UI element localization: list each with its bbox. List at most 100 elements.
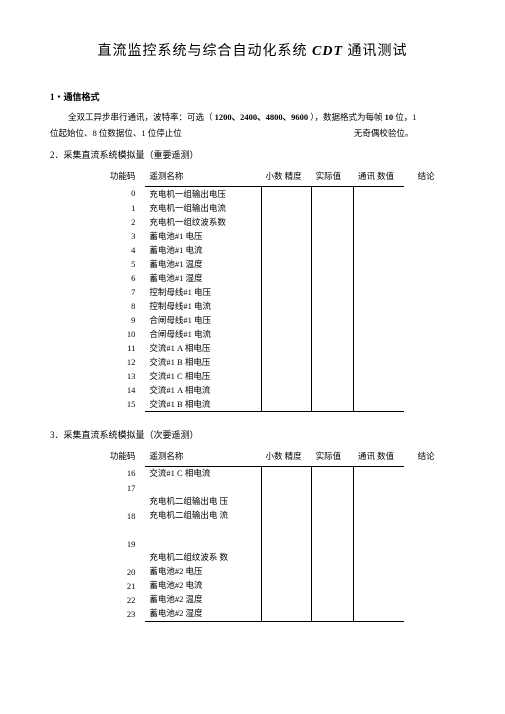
cell-comm <box>354 593 404 607</box>
cell-real <box>312 523 354 537</box>
cell-code: 0 <box>100 186 145 201</box>
table-row: 16交流#1 C 相电流 <box>100 466 455 481</box>
cell-conc <box>404 383 455 397</box>
para2b: 无奇偶校验位。 <box>354 128 414 138</box>
para1b: 1200、2400、4800、9600 <box>215 112 309 122</box>
cell-code: 19 <box>100 537 145 551</box>
cell-prec <box>261 257 311 271</box>
cell-real <box>312 397 354 412</box>
th-code: 功能码 <box>100 449 145 467</box>
table-row: 22蓄电池#2 温度 <box>100 593 455 607</box>
cell-code: 12 <box>100 355 145 369</box>
cell-prec <box>261 201 311 215</box>
cell-comm <box>354 383 404 397</box>
cell-code: 9 <box>100 313 145 327</box>
section-1-header: 1・通信格式 <box>50 90 455 103</box>
cell-conc <box>404 607 455 622</box>
th-comm: 通讯 数值 <box>354 169 404 187</box>
title-cdt: CDT <box>312 44 343 59</box>
cell-conc <box>404 593 455 607</box>
cell-comm <box>354 579 404 593</box>
cell-prec <box>261 313 311 327</box>
cell-prec <box>261 397 311 412</box>
cell-conc <box>404 215 455 229</box>
cell-comm <box>354 397 404 412</box>
cell-name: 交流#1 C 相电压 <box>145 369 261 383</box>
cell-conc <box>404 186 455 201</box>
table-header-row: 功能码 遥测名称 小数 精度 实际值 通讯 数值 结论 <box>100 169 455 187</box>
table-row: 充电机二组纹波系 数 <box>100 551 455 565</box>
cell-prec <box>261 299 311 313</box>
cell-name: 蓄电池#2 温度 <box>145 593 261 607</box>
cell-prec <box>261 383 311 397</box>
cell-code: 4 <box>100 243 145 257</box>
cell-name: 合闸母线#1 电流 <box>145 327 261 341</box>
cell-comm <box>354 341 404 355</box>
cell-prec <box>261 243 311 257</box>
cell-real <box>312 383 354 397</box>
cell-conc <box>404 481 455 495</box>
cell-real <box>312 299 354 313</box>
cell-comm <box>354 215 404 229</box>
cell-real <box>312 607 354 622</box>
cell-code: 17 <box>100 481 145 495</box>
cell-code: 13 <box>100 369 145 383</box>
table-row: 2充电机一组纹波系数 <box>100 215 455 229</box>
th-prec: 小数 精度 <box>261 169 311 187</box>
cell-name: 蓄电池#2 湿度 <box>145 607 261 622</box>
cell-conc <box>404 397 455 412</box>
cell-code: 23 <box>100 607 145 622</box>
cell-conc <box>404 523 455 537</box>
cell-real <box>312 313 354 327</box>
cell-conc <box>404 537 455 551</box>
cell-prec <box>261 509 311 523</box>
cell-code: 18 <box>100 509 145 523</box>
para1e: 位，1 <box>395 112 416 122</box>
cell-prec <box>261 271 311 285</box>
table-row: 18充电机二组输出电 流 <box>100 509 455 523</box>
page-title: 直流监控系统与综合自动化系统 CDT 通讯测试 <box>50 40 455 60</box>
cell-conc <box>404 495 455 509</box>
cell-real <box>312 369 354 383</box>
table-header-row: 功能码 遥测名称 小数 精度 实际值 通讯 数值 结论 <box>100 449 455 467</box>
cell-name: 控制母线#1 电流 <box>145 299 261 313</box>
cell-name: 充电机一组输出电流 <box>145 201 261 215</box>
cell-prec <box>261 551 311 565</box>
cell-comm <box>354 509 404 523</box>
para2a: 位起始位、8 位数据位、1 位停止位 <box>50 128 182 138</box>
cell-prec <box>261 495 311 509</box>
cell-code: 7 <box>100 285 145 299</box>
cell-code <box>100 551 145 565</box>
cell-real <box>312 355 354 369</box>
cell-code: 21 <box>100 579 145 593</box>
table-row: 20蓄电池#2 电压 <box>100 565 455 579</box>
cell-code: 22 <box>100 593 145 607</box>
table-row: 14交流#1 A 相电流 <box>100 383 455 397</box>
paragraph-2: 位起始位、8 位数据位、1 位停止位 无奇偶校验位。 <box>50 127 455 140</box>
cell-comm <box>354 313 404 327</box>
cell-name: 交流#1 A 相电压 <box>145 341 261 355</box>
table-row: 19 <box>100 537 455 551</box>
table-row: 23蓄电池#2 湿度 <box>100 607 455 622</box>
table-row: 9合闸母线#1 电压 <box>100 313 455 327</box>
th-prec: 小数 精度 <box>261 449 311 467</box>
cell-code: 14 <box>100 383 145 397</box>
cell-code: 6 <box>100 271 145 285</box>
table-row: 13交流#1 C 相电压 <box>100 369 455 383</box>
cell-prec <box>261 327 311 341</box>
cell-name: 蓄电池#2 电压 <box>145 565 261 579</box>
cell-real <box>312 285 354 299</box>
cell-code: 8 <box>100 299 145 313</box>
table-2: 功能码 遥测名称 小数 精度 实际值 通讯 数值 结论 16交流#1 C 相电流… <box>100 449 455 622</box>
th-conc: 结论 <box>404 449 455 467</box>
th-real: 实际值 <box>312 449 354 467</box>
cell-name <box>145 481 261 495</box>
cell-name: 控制母线#1 电压 <box>145 285 261 299</box>
cell-conc <box>404 327 455 341</box>
cell-prec <box>261 229 311 243</box>
table-row <box>100 523 455 537</box>
th-conc: 结论 <box>404 169 455 187</box>
cell-prec <box>261 341 311 355</box>
cell-comm <box>354 551 404 565</box>
cell-real <box>312 593 354 607</box>
